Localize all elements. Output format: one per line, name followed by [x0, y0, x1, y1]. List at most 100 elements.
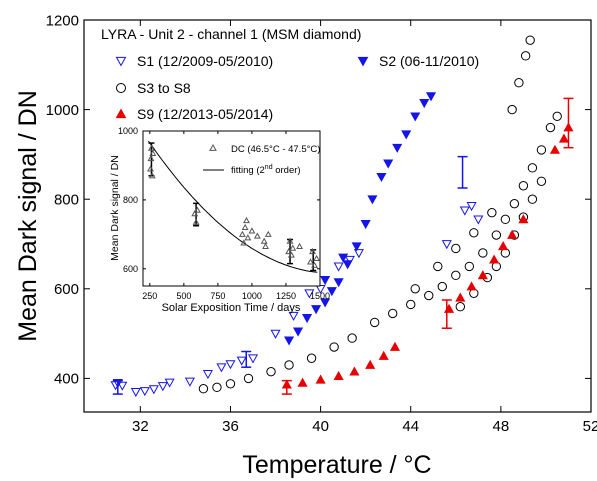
inset-data-point	[285, 247, 293, 255]
data-point	[507, 104, 517, 115]
inset-plot: 250 500 750 1000 1250 1500 600 800 1000 Solar Ex…	[109, 126, 330, 314]
data-point	[311, 305, 322, 315]
data-point	[451, 270, 461, 281]
error-bar	[441, 299, 452, 329]
data-point	[451, 243, 461, 254]
inset-y-axis-label: Mean Dark signal / DN	[109, 155, 121, 261]
data-point	[433, 261, 443, 272]
legend-entry-s2: S2 (06-11/2010)	[357, 53, 479, 69]
main-data-points	[110, 35, 574, 398]
inset-data-point	[248, 227, 256, 234]
main-y-tick-label: 1000	[46, 102, 79, 119]
data-point	[525, 35, 535, 45]
data-point	[383, 159, 394, 169]
legend-marker-symbol	[115, 108, 127, 119]
data-point	[315, 374, 326, 384]
legend-marker-s1	[115, 56, 127, 67]
inset-data-point	[313, 254, 321, 262]
inset-legend-marker-dc	[209, 143, 217, 151]
data-point	[225, 379, 236, 389]
legend-entry-s1: S1 (12/2009-05/2010)	[115, 53, 273, 69]
inset-data-point	[241, 223, 249, 231]
inset-data-point	[260, 237, 268, 244]
inset-data-point	[287, 251, 295, 258]
data-point	[459, 206, 470, 216]
data-point	[306, 353, 317, 363]
data-point	[424, 290, 434, 301]
data-point	[388, 308, 398, 319]
main-plot: 32 36 40 44 48 52 400 600 800 1000 1200 Temperatur…	[14, 12, 597, 479]
inset-data-point	[311, 261, 319, 268]
inset-x-tick-label: 1250	[276, 291, 296, 301]
inset-data-point	[262, 242, 269, 249]
inset-data-point	[194, 206, 201, 213]
data-point	[443, 303, 455, 313]
data-point	[320, 275, 331, 286]
inset-data-point	[244, 234, 252, 241]
data-point	[518, 181, 529, 191]
data-point	[477, 270, 488, 280]
data-point	[320, 298, 331, 308]
data-point	[365, 359, 376, 369]
data-point	[455, 292, 466, 302]
inset-y-tick-label: 800	[123, 195, 138, 205]
legend-entry-s3-s8: S3 to S8	[116, 80, 191, 96]
inset-data-point	[147, 165, 154, 172]
inset-x-tick-label: 750	[210, 291, 225, 301]
inset-legend-label-fit-main: fitting (2	[231, 165, 265, 176]
inset-legend-marker-symbol	[209, 143, 217, 151]
inset-data-point	[264, 230, 272, 237]
data-point	[351, 242, 362, 252]
legend-marker-symbol	[115, 56, 127, 67]
main-y-axis-label: Mean Dark signal / DN	[14, 90, 42, 341]
data-point	[491, 230, 502, 240]
inset-legend-label-dc: DC (46.5°C - 47.5°C)	[231, 144, 320, 155]
legend-title: LYRA - Unit 2 - channel 1 (MSM diamond)	[101, 26, 361, 42]
data-point	[216, 363, 227, 373]
data-point	[392, 143, 403, 153]
inset-fit-curve	[147, 140, 318, 273]
inset-data-point	[240, 239, 248, 246]
data-point	[184, 377, 195, 387]
legend-marker-s9	[115, 108, 127, 119]
data-point	[164, 378, 175, 388]
inset-data-point	[191, 210, 199, 217]
data-point	[347, 333, 357, 343]
data-point	[469, 228, 479, 238]
data-point	[315, 284, 326, 295]
inset-x-axis-label: Solar Exposition Time / days	[162, 302, 301, 314]
data-point	[360, 219, 371, 230]
main-x-tick-label: 32	[132, 418, 149, 435]
inset-x-tick-label: 250	[142, 291, 157, 301]
data-point	[236, 356, 247, 366]
data-point	[376, 172, 387, 183]
main-y-tick-label: 400	[54, 371, 79, 388]
series-2	[284, 92, 437, 346]
data-point	[419, 99, 430, 109]
data-point	[509, 198, 520, 209]
data-point	[344, 255, 355, 265]
data-point	[466, 281, 477, 291]
data-point	[389, 341, 401, 351]
data-point	[410, 284, 420, 294]
main-y-tick-label: 800	[54, 191, 79, 208]
data-point	[148, 385, 159, 395]
data-point	[455, 302, 466, 312]
legend-marker-symbol	[357, 56, 369, 67]
inset-data-point	[253, 232, 261, 239]
data-point	[369, 317, 380, 328]
series-4	[281, 122, 574, 389]
data-point	[558, 133, 570, 143]
data-point	[130, 387, 141, 398]
data-point	[243, 373, 254, 384]
data-point	[247, 354, 259, 364]
data-point	[329, 342, 339, 352]
data-point	[500, 214, 511, 225]
data-point	[518, 214, 529, 224]
data-point	[326, 287, 337, 297]
main-plot-frame	[83, 19, 592, 413]
series-3	[198, 35, 562, 394]
data-point	[293, 327, 304, 337]
inset-data-point	[307, 258, 314, 265]
